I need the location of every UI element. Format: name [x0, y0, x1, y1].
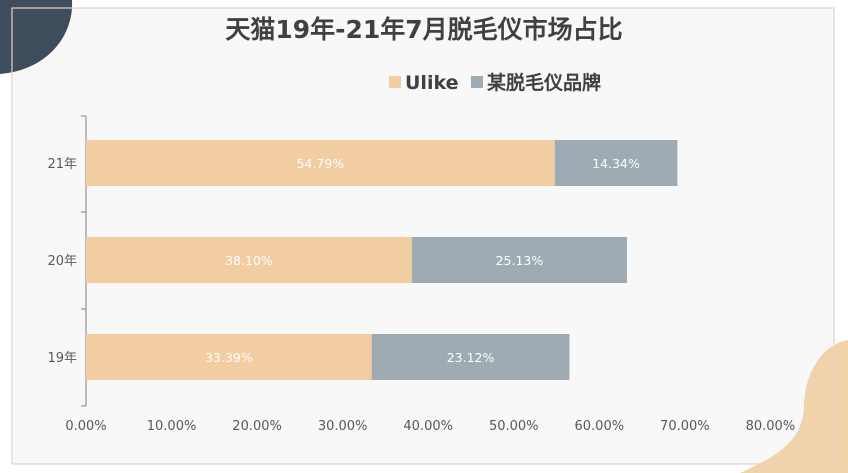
x-tick-label: 70.00% — [660, 419, 710, 434]
legend: Ulike 某脱毛仪品牌 — [389, 71, 601, 94]
bar-ulike — [86, 140, 555, 186]
data-label: 14.34% — [592, 156, 640, 171]
bar-ulike — [86, 237, 412, 283]
legend-swatch-other-brand — [471, 76, 483, 88]
x-tick-label: 50.00% — [489, 419, 539, 434]
bar-other-brand — [371, 334, 570, 380]
inner-panel — [12, 8, 834, 464]
x-tick-label: 30.00% — [318, 419, 368, 434]
x-tick-label: 10.00% — [147, 419, 197, 434]
data-label: 33.39% — [205, 350, 253, 365]
y-tick-label: 19年 — [47, 351, 77, 366]
corner-blob-top-left — [0, 0, 73, 74]
legend-swatch-ulike — [389, 76, 401, 88]
bar-ulike — [86, 334, 372, 380]
legend-label-ulike: Ulike — [405, 72, 458, 94]
data-label: 38.10% — [225, 253, 273, 268]
plot-area: 54.79% 14.34% 21年 38.10% 25.13% 20年 33.39% 23.1… — [47, 115, 796, 434]
data-label: 54.79% — [297, 156, 345, 171]
x-tick-label: 60.00% — [575, 419, 625, 434]
x-tick-label: 40.00% — [403, 419, 453, 434]
data-label: 23.12% — [447, 350, 495, 365]
legend-label-other-brand: 某脱毛仪品牌 — [487, 71, 601, 94]
data-label: 25.13% — [496, 253, 544, 268]
x-tick-label: 0.00% — [65, 419, 106, 434]
y-tick-label: 20年 — [47, 254, 77, 269]
chart-title: 天猫19年-21年7月脱毛仪市场占比 — [225, 15, 622, 44]
bar-other-brand — [411, 237, 627, 283]
frame-border — [11, 7, 835, 465]
x-tick-label: 20.00% — [232, 419, 282, 434]
y-tick-label: 21年 — [47, 157, 77, 172]
bar-other-brand — [554, 140, 678, 186]
x-tick-label: 80.00% — [746, 419, 796, 434]
corner-blob-bottom-right — [740, 340, 848, 473]
